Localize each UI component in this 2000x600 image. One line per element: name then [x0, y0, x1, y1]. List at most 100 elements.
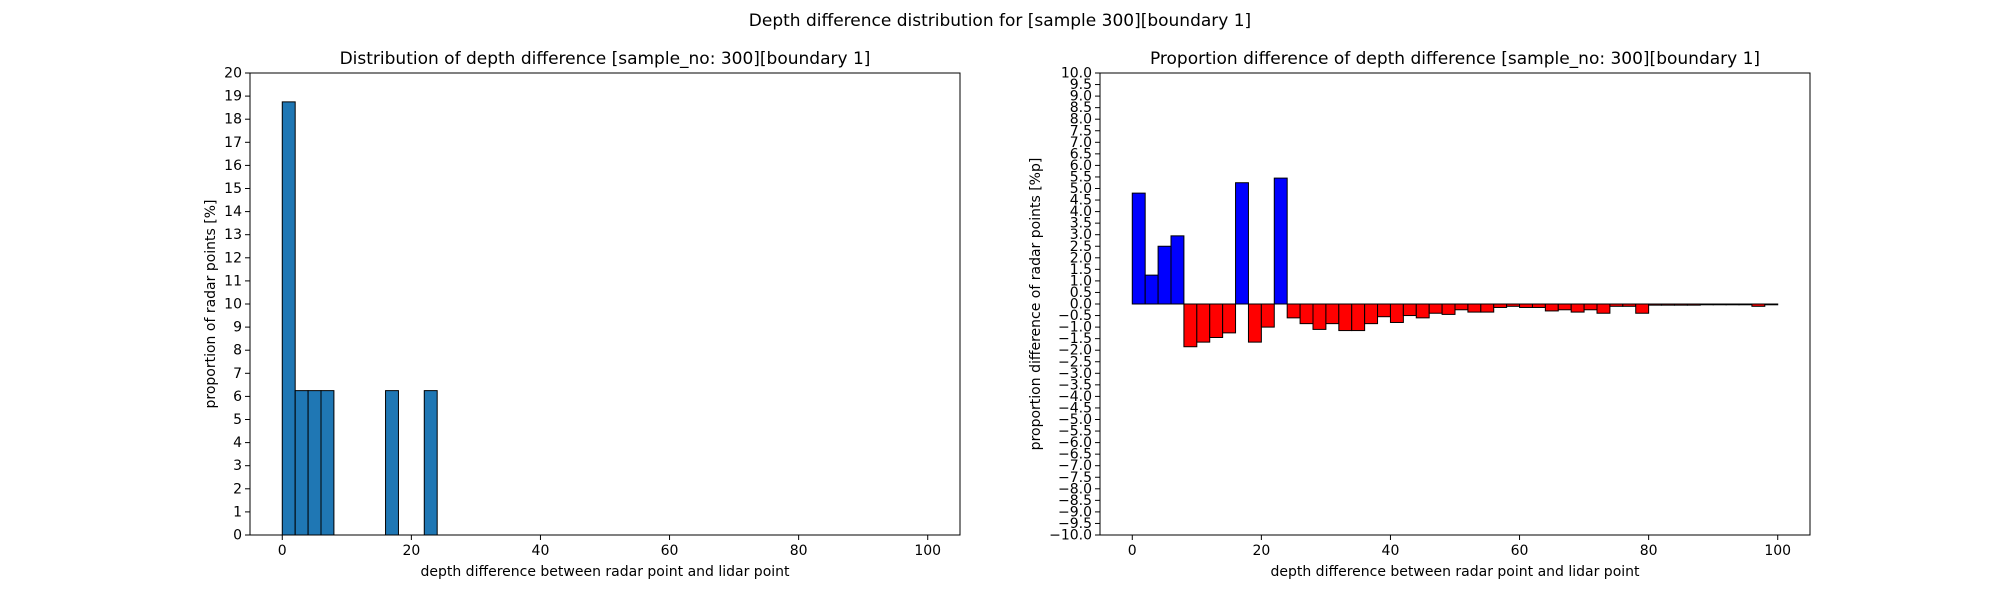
- right-bar: [1273, 177, 1288, 305]
- right-bar: [1583, 303, 1598, 311]
- left-y-tick-label: 1: [233, 504, 242, 520]
- right-y-tick-label: −1.5: [1058, 331, 1092, 347]
- right-y-tick-label: −8.0: [1058, 481, 1092, 497]
- right-bar: [1286, 303, 1301, 319]
- left-bar: [281, 101, 296, 536]
- right-bar: [1635, 303, 1650, 314]
- right-bar: [1222, 303, 1237, 334]
- right-y-tick-label: 5.5: [1070, 169, 1092, 185]
- right-bar: [1686, 303, 1701, 306]
- right-bar: [1235, 182, 1249, 305]
- right-y-tick-label: 6.5: [1070, 146, 1092, 162]
- right-bar: [1415, 303, 1430, 319]
- left-y-tick-label: 19: [224, 89, 242, 105]
- right-bar: [1364, 303, 1379, 325]
- right-bar: [1312, 303, 1327, 330]
- figure-suptitle: Depth difference distribution for [sampl…: [749, 11, 1251, 31]
- right-x-tick-label: 0: [1128, 543, 1137, 559]
- right-y-tick-label: 6.0: [1070, 158, 1092, 174]
- right-bar: [1596, 303, 1611, 314]
- left-subplot: Distribution of depth difference [sample…: [203, 49, 961, 580]
- right-x-axis-label: depth difference between radar point and…: [1270, 564, 1640, 580]
- left-bar: [294, 390, 309, 536]
- right-y-tick-label: −1.0: [1058, 320, 1092, 336]
- right-x-tick-label: 40: [1382, 543, 1400, 559]
- right-y-tick-label: 9.0: [1070, 89, 1092, 105]
- right-bar: [1751, 303, 1766, 307]
- left-y-tick-label: 2: [233, 481, 242, 497]
- right-y-axis-label: proportion difference of radar points [%…: [1028, 158, 1044, 451]
- right-bar: [1260, 303, 1275, 328]
- right-bars: [1131, 177, 1779, 348]
- left-bar: [307, 390, 322, 536]
- left-y-tick-label: 3: [233, 458, 242, 474]
- left-y-tick-label: 9: [233, 320, 242, 336]
- left-y-tick-label: 17: [224, 135, 242, 151]
- left-plot-frame: [249, 72, 961, 536]
- right-bar: [1209, 303, 1224, 338]
- right-bar: [1570, 303, 1585, 313]
- right-bar: [1131, 192, 1146, 305]
- right-bar: [1183, 303, 1198, 348]
- right-y-tick-label: −2.5: [1058, 354, 1092, 370]
- right-bar: [1764, 303, 1779, 306]
- right-bar: [1325, 303, 1340, 325]
- right-y-tick-label: −6.0: [1058, 435, 1092, 451]
- right-bar: [1480, 303, 1495, 313]
- right-y-tick-label: 1.0: [1070, 273, 1092, 289]
- left-x-tick-label: 100: [914, 543, 941, 559]
- left-y-tick-label: 20: [224, 66, 242, 82]
- right-bar: [1557, 303, 1572, 311]
- left-y-tick-label: 11: [224, 273, 242, 289]
- right-bar: [1351, 303, 1366, 332]
- right-y-tick-label: −9.0: [1058, 504, 1092, 520]
- left-y-tick-label: 8: [233, 343, 242, 359]
- right-y-tick-label: −7.5: [1058, 470, 1092, 486]
- right-y-tick-label: 5.0: [1070, 181, 1092, 197]
- left-y-axis-label: proportion of radar points [%]: [203, 199, 219, 408]
- left-x-tick-label: 0: [278, 543, 287, 559]
- right-y-tick-label: 7.5: [1070, 123, 1092, 139]
- right-y-tick-label: −10.0: [1049, 528, 1092, 544]
- right-bar: [1519, 303, 1533, 308]
- left-y-tick-label: 18: [224, 112, 242, 128]
- left-bar: [423, 390, 438, 536]
- right-bar: [1506, 303, 1521, 307]
- right-bar: [1467, 303, 1482, 313]
- left-bar: [385, 390, 399, 536]
- right-x-tick-label: 80: [1640, 543, 1658, 559]
- right-y-tick-label: −5.0: [1058, 412, 1092, 428]
- right-bar: [1170, 235, 1185, 305]
- left-y-tick-label: 12: [224, 250, 242, 266]
- left-y-tick-label: 13: [224, 227, 242, 243]
- right-y-tick-label: −7.0: [1058, 458, 1092, 474]
- right-x-tick-label: 20: [1252, 543, 1270, 559]
- left-y-tick-label: 5: [233, 412, 242, 428]
- left-x-tick-label: 60: [661, 543, 679, 559]
- right-y-axis-ticks: −10.0−9.5−9.0−8.5−8.0−7.5−7.0−6.5−6.0−5.…: [1049, 66, 1100, 544]
- right-y-tick-label: 3.5: [1070, 216, 1092, 232]
- right-bar: [1609, 303, 1624, 307]
- right-bar: [1247, 303, 1262, 343]
- left-y-tick-label: 10: [224, 297, 242, 313]
- left-bars: [281, 101, 438, 536]
- right-x-axis-ticks: 0 20 40 60 80 100: [1128, 535, 1791, 559]
- right-y-tick-label: 4.0: [1070, 204, 1092, 220]
- right-bar: [1544, 303, 1559, 312]
- left-bar: [320, 390, 335, 536]
- left-y-tick-label: 16: [224, 158, 242, 174]
- right-bar: [1402, 303, 1417, 317]
- right-y-tick-label: 4.5: [1070, 193, 1092, 209]
- right-y-tick-label: −9.5: [1058, 516, 1092, 532]
- right-y-tick-label: 7.0: [1070, 135, 1092, 151]
- right-y-tick-label: −4.5: [1058, 400, 1092, 416]
- right-y-tick-label: 0.0: [1070, 297, 1092, 313]
- left-y-tick-label: 7: [233, 366, 242, 382]
- left-y-tick-label: 4: [233, 435, 242, 451]
- left-x-axis-label: depth difference between radar point and…: [420, 564, 790, 580]
- right-bar: [1648, 303, 1663, 306]
- left-y-tick-label: 0: [233, 528, 242, 544]
- right-x-tick-label: 100: [1764, 543, 1791, 559]
